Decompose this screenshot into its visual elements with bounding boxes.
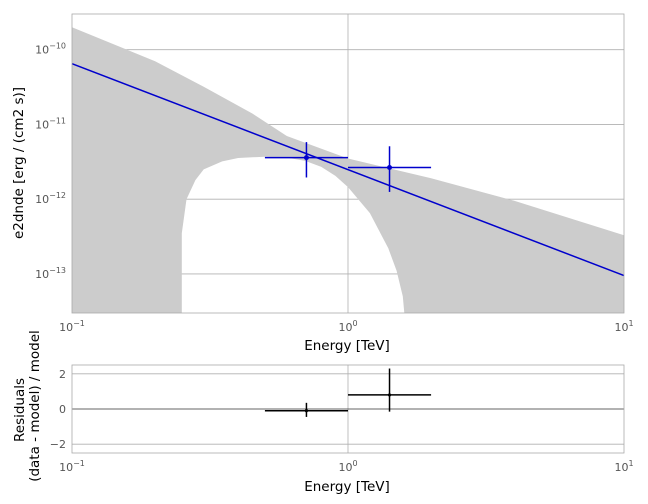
spectrum-x-tick-label: 101 <box>614 319 633 334</box>
model-line <box>71 62 625 277</box>
flux-point-2 <box>348 146 432 192</box>
spectrum-x-axis-label: Energy [TeV] <box>304 338 390 354</box>
spectrum-y-tick-label: 10−12 <box>35 191 66 206</box>
spectrum-x-tick-label: 10−1 <box>59 319 85 334</box>
residual-point-2 <box>348 368 432 412</box>
residuals-y-axis-label-line1: Residuals <box>12 378 28 442</box>
spectrum-y-tick-label: 10−11 <box>35 116 66 131</box>
flux-points <box>264 142 432 192</box>
residuals-y-axis-label-line2: (data - model) / model <box>27 330 43 482</box>
residuals-y-tick-label: −2 <box>50 438 66 451</box>
residuals-frame <box>71 364 625 454</box>
spectrum-x-tick-label: 100 <box>338 319 357 334</box>
residual-point-marker <box>304 409 309 413</box>
flux-point-1 <box>264 142 348 178</box>
residuals-x-tick-label: 100 <box>338 459 357 474</box>
spectrum-y-tick-label: 10−13 <box>35 266 66 281</box>
flux-point-marker <box>387 165 393 171</box>
residuals-x-tick-label: 101 <box>614 459 633 474</box>
spectrum-y-tick-labels: 10−10 10−11 10−12 10−13 <box>35 42 66 281</box>
spectrum-y-tick-label: 10−10 <box>35 42 66 57</box>
residual-point-marker <box>387 393 392 397</box>
residuals-x-tick-label: 10−1 <box>59 459 85 474</box>
residuals-x-axis-label: Energy [TeV] <box>304 479 390 495</box>
spectrum-y-axis-label: e2dnde [erg / (cm2 s)] <box>11 87 27 239</box>
spectrum-panel: 10−1 100 101 10−10 10−11 10−12 10−13 Energy [… <box>11 13 634 354</box>
residuals-y-tick-label: 2 <box>59 368 66 381</box>
spectrum-frame <box>71 13 625 314</box>
flux-point-marker <box>303 155 309 161</box>
residual-points <box>264 368 432 417</box>
residuals-panel: 10−1 100 101 2 0 −2 Energy [TeV] Residuals (… <box>12 330 634 495</box>
residuals-y-tick-labels: 2 0 −2 <box>50 368 66 451</box>
residuals-x-tick-labels: 10−1 100 101 <box>59 459 633 474</box>
spectrum-x-tick-labels: 10−1 100 101 <box>59 319 633 334</box>
residuals-y-tick-label: 0 <box>59 403 66 416</box>
residual-point-1 <box>264 402 348 417</box>
